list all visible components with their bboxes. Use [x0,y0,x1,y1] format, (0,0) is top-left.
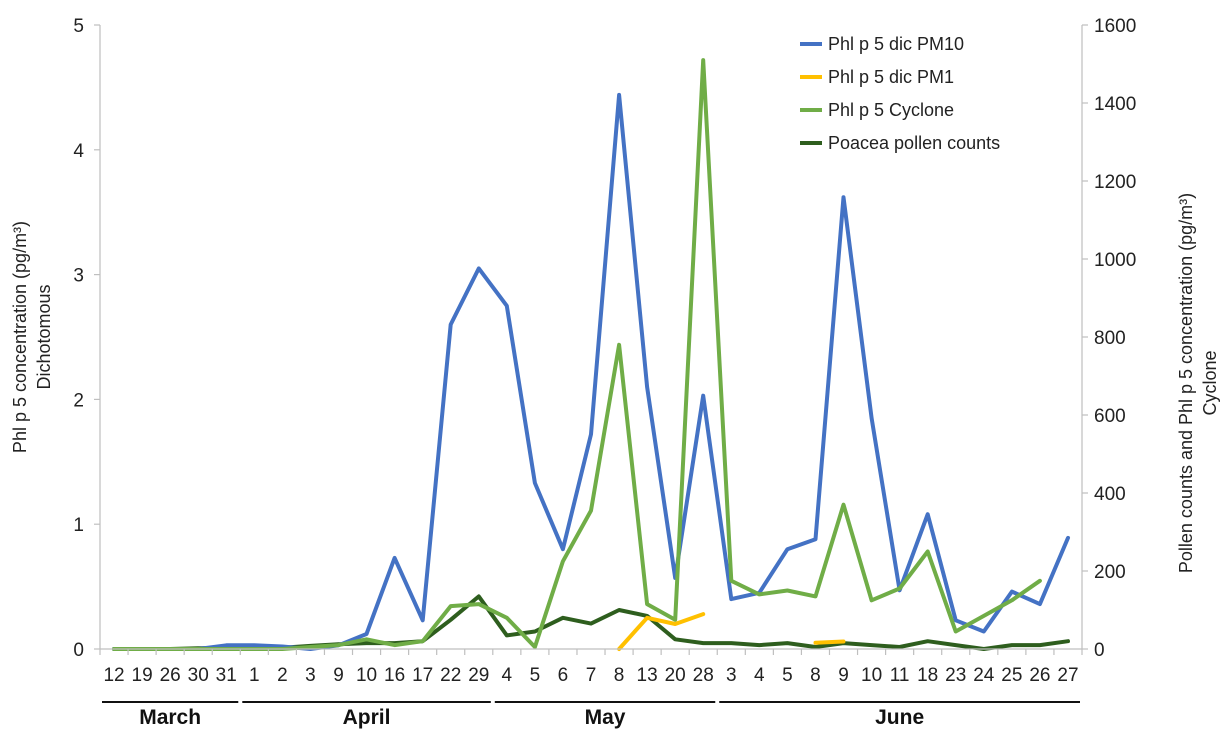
y-right-tick-label: 1000 [1094,250,1136,271]
x-tick-label: 8 [810,665,821,686]
y-axis-left-subtitle: Dichotomous [34,284,54,389]
y-right-tick-label: 600 [1094,406,1126,427]
series-line-1 [112,92,1070,651]
x-tick-label: 10 [861,665,882,686]
x-tick-label: 2 [277,665,288,686]
y-right-tick-label: 400 [1094,484,1126,505]
y-axis-right-subtitle: Cyclone [1200,350,1220,415]
y-left-tick-label: 1 [73,515,84,536]
x-tick-label: 31 [216,665,237,686]
x-tick-label: 3 [726,665,737,686]
month-label: March [139,706,201,729]
x-tick-label: 9 [838,665,849,686]
x-tick-label: 1 [249,665,260,686]
x-tick-label: 23 [945,665,966,686]
x-tick-label: 22 [440,665,461,686]
legend: Phl p 5 dic PM10 Phl p 5 dic PM1 Phl p 5 C… [800,34,1000,153]
y-left-tick-label: 5 [73,16,84,37]
x-tick-label: 5 [530,665,541,686]
x-tick-label: 16 [384,665,405,686]
y-left-tick-label: 0 [73,640,84,661]
x-tick-label: 11 [890,665,910,686]
series-line-4 [112,594,1070,651]
x-tick-label: 4 [502,665,513,686]
axes-layer [94,24,1088,703]
legend-entry: Phl p 5 Cyclone [828,100,954,120]
x-tick-label: 25 [1001,665,1022,686]
y-right-tick-label: 800 [1094,328,1126,349]
x-tick-label: 12 [103,665,124,686]
x-tick-label: 20 [665,665,686,686]
y-right-tick-label: 1600 [1094,16,1136,37]
x-tick-label: 10 [356,665,377,686]
y-left-tick-label: 4 [73,141,84,162]
x-tick-label: 4 [754,665,765,686]
x-tick-label: 17 [412,665,433,686]
legend-entry: Phl p 5 dic PM1 [828,67,954,87]
x-tick-label: 19 [132,665,153,686]
y-right-tick-label: 200 [1094,562,1126,583]
series-line-2 [617,612,846,651]
x-tick-label: 3 [305,665,316,686]
y-right-tick-label: 1400 [1094,94,1136,115]
y-right-tick-label: 1200 [1094,172,1136,193]
x-tick-label: 27 [1057,665,1078,686]
x-tick-label: 30 [188,665,209,686]
x-tick-label: 6 [558,665,569,686]
month-label: June [875,706,924,729]
legend-entry: Poacea pollen counts [828,133,1000,153]
legend-entry: Phl p 5 dic PM10 [828,34,964,54]
x-tick-label: 26 [1029,665,1050,686]
x-tick-label: 8 [614,665,625,686]
x-tick-label: 18 [917,665,938,686]
x-tick-label: 26 [160,665,181,686]
y-axis-left-title: Phl p 5 concentration (pg/m³) [10,221,30,453]
x-tick-label: 13 [637,665,658,686]
month-label: April [343,706,391,729]
month-label: May [585,706,626,729]
y-right-tick-label: 0 [1094,640,1105,661]
y-left-tick-label: 2 [73,390,84,411]
y-axis-right-title: Pollen counts and Phl p 5 concentration … [1176,193,1196,573]
x-tick-label: 7 [586,665,597,686]
x-tick-label: 24 [973,665,995,686]
y-left-tick-label: 3 [73,266,84,287]
x-tick-label: 29 [468,665,489,686]
x-tick-label: 5 [782,665,793,686]
x-tick-label: 9 [333,665,344,686]
x-tick-label: 28 [693,665,714,686]
